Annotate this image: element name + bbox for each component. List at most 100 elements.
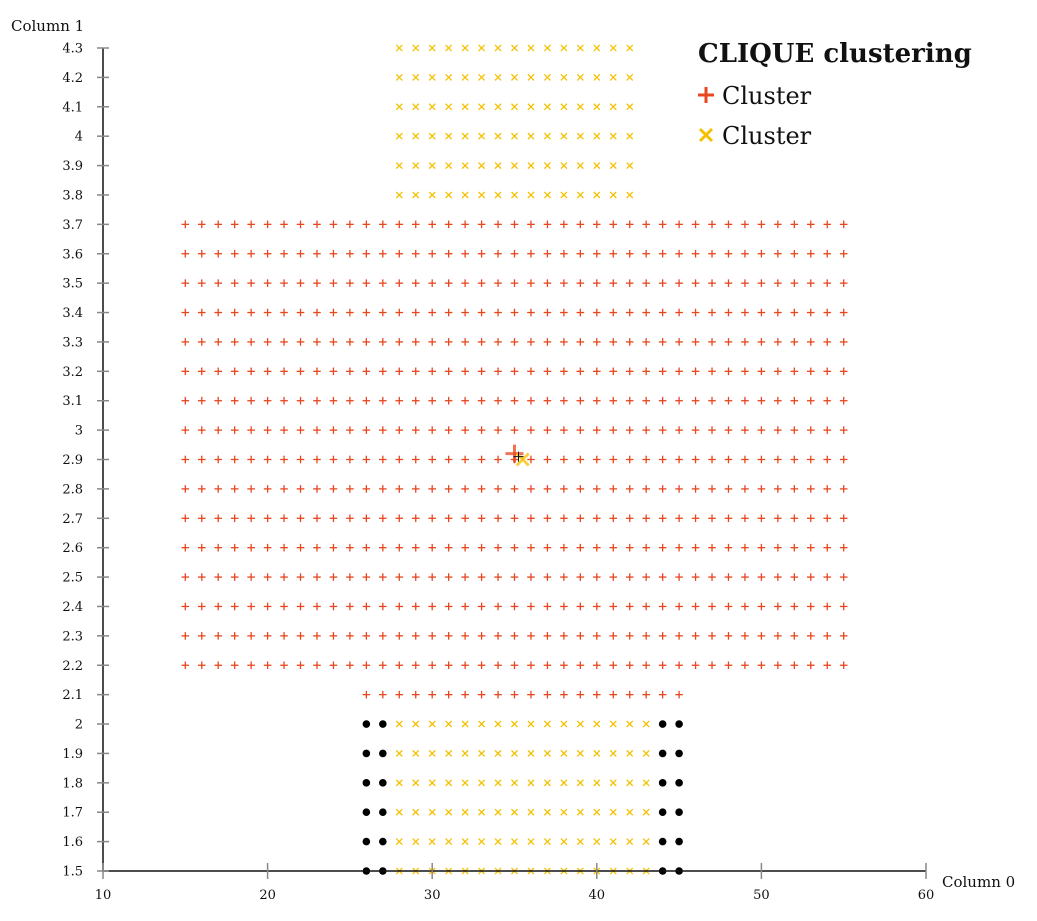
data-point [329,396,338,405]
data-point-b [626,779,634,787]
data-point [478,162,486,170]
data-point-b [461,73,469,81]
data-point [494,396,502,405]
data-point [362,396,371,405]
data-point [329,661,338,670]
data-point [263,661,272,670]
data-point [197,661,206,670]
y-tick-label: 3.8 [62,188,83,203]
data-point [691,514,700,523]
data-point-b [461,720,469,728]
data-point-b [412,44,420,52]
y-tick-label: 3.6 [62,247,83,262]
data-point [724,543,733,552]
data-point [839,396,848,405]
data-point [757,426,766,434]
data-point [313,220,321,229]
data-point [757,514,766,523]
data-point [280,632,288,640]
data-point [543,573,552,581]
data-point [247,396,255,405]
data-point [379,779,387,787]
data-point [625,514,634,523]
data-point [329,279,338,287]
data-point [444,338,453,346]
data-point [296,279,305,287]
data-point [790,367,799,376]
series-2-dot-points [362,720,683,875]
data-point [379,661,387,670]
data-point [362,220,371,229]
data-point [625,632,634,640]
data-point [790,396,799,405]
data-point [428,367,436,376]
data-point [477,220,486,229]
data-point [642,220,650,229]
data-point [362,749,371,758]
data-point [806,279,815,287]
data-point [609,573,618,581]
y-tick-label: 4.1 [62,100,83,115]
data-point [263,396,272,405]
data-point [675,455,683,464]
data-point [346,279,354,287]
data-point [708,279,716,287]
data-point-b [395,749,403,757]
data-point-b [593,132,601,140]
data-point [379,837,387,846]
data-point [757,220,766,229]
data-point-b [560,779,568,787]
data-point [560,573,568,581]
data-point [313,396,321,405]
data-point [263,543,272,552]
data-point [593,690,601,699]
data-point-b [560,73,568,81]
data-point [395,426,404,434]
data-point [494,426,502,434]
data-point [494,690,502,699]
data-point [642,485,650,493]
data-point [757,279,766,287]
data-point [181,220,190,229]
data-point [691,249,700,258]
data-point-b [461,838,469,846]
data-point [263,455,272,464]
data-point-b [527,720,535,728]
data-point [823,485,832,493]
y-tick-label: 1.9 [62,747,83,762]
x-tick-label: 10 [95,888,112,903]
data-point [625,426,634,434]
data-point-b [461,132,469,140]
data-point [625,279,634,287]
centroid-plus-cluster [505,444,524,463]
data-point [247,632,255,640]
data-point [214,308,223,317]
data-point [527,690,535,699]
data-point-b [428,749,436,757]
data-point-b [609,191,617,199]
data-point [395,220,404,229]
data-point-b [609,162,617,170]
data-point [576,749,584,757]
data-point-b [511,132,518,140]
data-point [510,543,519,552]
data-point [675,779,683,787]
data-point [675,514,683,523]
data-point [511,73,518,81]
data-point-b [461,103,469,111]
data-point [527,249,535,258]
data-point-b [412,838,420,846]
data-point [543,103,551,111]
data-point [675,808,683,817]
data-point-b [626,191,634,199]
data-point [395,103,403,111]
data-point [346,249,354,258]
data-point [181,514,190,523]
data-point [214,367,223,376]
data-point [741,367,749,376]
data-point [263,602,272,611]
data-point [181,249,190,258]
data-point [593,426,601,434]
data-point [527,720,535,728]
data-point [823,249,832,258]
